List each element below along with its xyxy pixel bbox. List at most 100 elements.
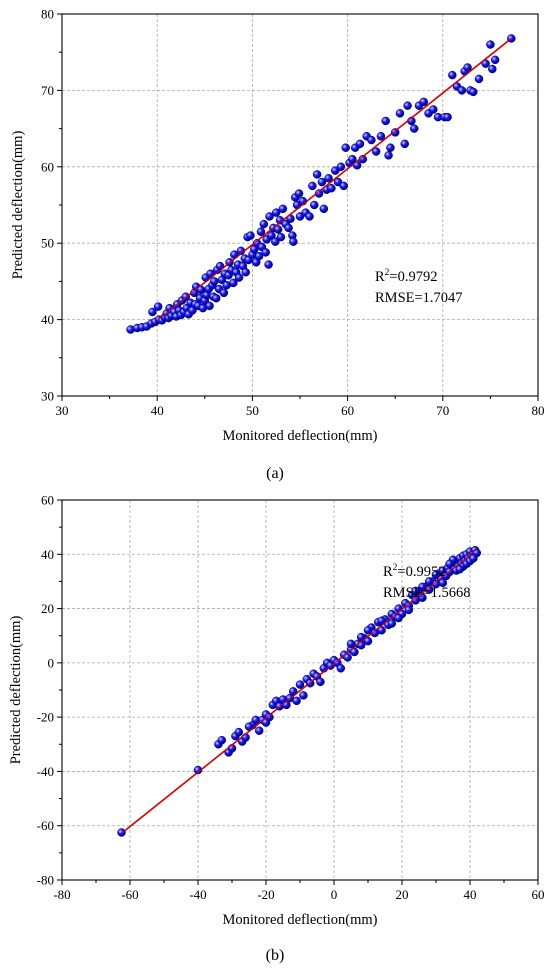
r-squared-superscript: 2	[393, 563, 398, 573]
x-tick-label: 40	[464, 887, 477, 902]
data-point	[299, 691, 308, 700]
r-squared-prefix: R	[375, 269, 385, 285]
data-point	[276, 232, 286, 242]
data-point	[429, 105, 438, 114]
y-tick-label: 60	[41, 159, 54, 174]
data-point	[148, 307, 157, 317]
data-point	[386, 143, 395, 152]
data-point	[339, 181, 349, 191]
plot-frame	[61, 13, 539, 397]
rmse-label: RMSE=1.7047	[375, 290, 463, 306]
y-tick-label: -40	[37, 764, 54, 779]
r-squared-label: R2=0.9792	[375, 268, 437, 285]
data-point	[376, 131, 386, 141]
y-tick-label: 40	[41, 547, 54, 562]
data-point	[215, 261, 225, 271]
data-point	[284, 223, 293, 233]
data-point	[205, 301, 214, 311]
data-point	[294, 189, 304, 198]
data-point	[310, 200, 319, 210]
data-point	[463, 63, 472, 72]
data-point	[474, 74, 484, 84]
data-point	[210, 277, 219, 286]
data-point	[261, 248, 270, 257]
data-point	[409, 124, 419, 133]
data-point	[295, 680, 305, 689]
x-tick-label: 30	[56, 403, 69, 418]
data-point	[324, 174, 333, 183]
data-point	[403, 101, 412, 110]
data-point	[308, 181, 317, 191]
x-tick-label: -40	[189, 887, 206, 902]
chart-panel-a: 30 40 50 60 70 80 30 40 50 60 70 80 R2=0.9792 RMSE=1.…	[10, 7, 545, 483]
data-point	[363, 636, 373, 646]
data-point	[273, 225, 283, 234]
data-point	[336, 664, 346, 673]
x-axis-title: Monitored deflection(mm)	[222, 912, 377, 928]
x-tick-label: 0	[331, 887, 338, 902]
data-point	[317, 177, 327, 187]
data-point	[384, 151, 393, 160]
data-point	[278, 204, 288, 214]
data-point	[350, 647, 359, 657]
data-point	[419, 97, 429, 107]
data-point	[153, 302, 163, 311]
data-point	[336, 162, 346, 172]
data-point	[377, 626, 386, 635]
data-point	[411, 586, 420, 596]
y-tick-label: 70	[41, 83, 54, 98]
data-point	[404, 605, 414, 615]
data-point	[219, 288, 229, 298]
y-tick-label: 0	[48, 655, 55, 670]
data-point	[443, 112, 452, 122]
x-tick-label: 70	[436, 403, 449, 418]
y-tick-label: -60	[37, 818, 54, 833]
data-point	[271, 208, 281, 217]
data-point	[117, 828, 126, 837]
data-point	[387, 619, 397, 628]
plot-frame	[61, 499, 539, 881]
data-point	[292, 696, 301, 706]
data-point	[431, 570, 441, 579]
data-point	[341, 143, 350, 152]
data-point	[305, 212, 314, 221]
x-tick-label: 40	[151, 403, 164, 418]
data-point	[314, 189, 324, 198]
x-tick-label: -60	[121, 887, 138, 902]
y-axis-title: Predicted deflection(mm)	[10, 131, 26, 280]
x-tick-label: -80	[53, 887, 70, 902]
x-tick-label: -20	[257, 887, 274, 902]
data-point	[486, 40, 495, 49]
panel-caption-b: (b)	[266, 947, 285, 964]
r-squared-prefix: R	[383, 564, 393, 580]
data-point	[438, 578, 448, 588]
r-squared-value: =0.9952	[397, 564, 445, 580]
y-tick-label: 20	[41, 601, 54, 616]
data-point	[327, 183, 336, 193]
data-point	[270, 237, 280, 246]
data-point	[381, 116, 390, 126]
data-point	[455, 564, 465, 574]
data-point	[346, 639, 356, 649]
data-point	[289, 237, 298, 246]
data-point	[246, 231, 255, 240]
data-point	[448, 70, 457, 80]
x-axis-title: Monitored deflection(mm)	[222, 428, 377, 444]
data-point	[312, 170, 322, 179]
r-squared-label: R2=0.9952	[383, 563, 445, 580]
y-axis-title: Predicted deflection(mm)	[8, 616, 24, 765]
panel-caption-a: (a)	[266, 465, 284, 482]
data-point	[254, 251, 264, 261]
data-point	[348, 154, 357, 164]
data-point	[217, 735, 227, 745]
data-point	[367, 135, 376, 145]
data-point	[193, 765, 203, 775]
r-squared-superscript: 2	[385, 268, 390, 278]
y-tick-label: -20	[37, 710, 54, 725]
regression-line-overlay	[121, 548, 478, 834]
y-tick-label: 30	[41, 389, 54, 404]
data-point	[445, 559, 454, 569]
y-tick-label: 80	[41, 7, 54, 22]
data-point	[395, 109, 405, 118]
